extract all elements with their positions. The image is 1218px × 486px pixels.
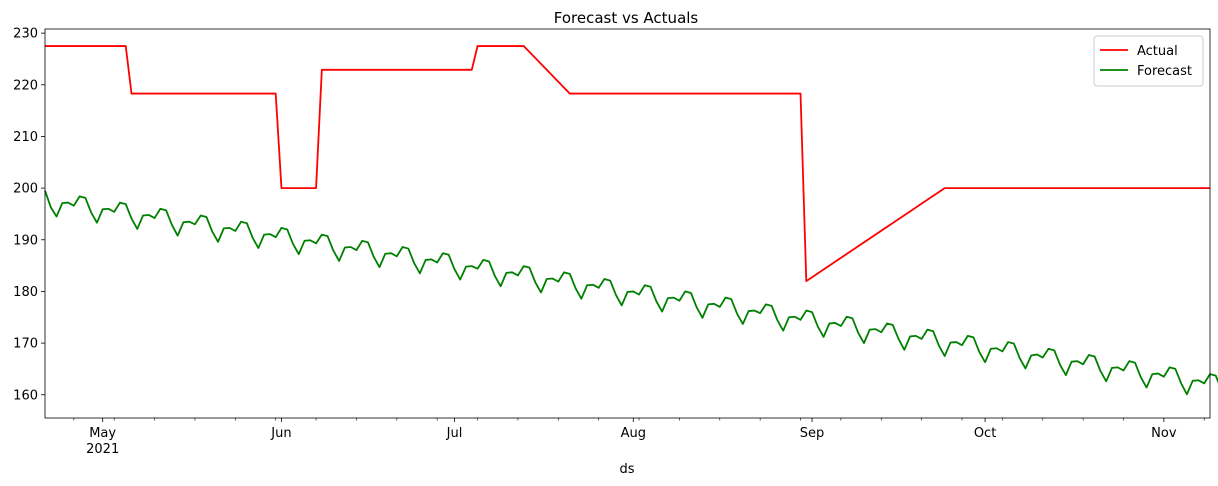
y-tick-label: 220 <box>13 78 38 93</box>
chart-title: Forecast vs Actuals <box>554 9 699 27</box>
y-axis: 160 170 180 190 200 210 220 230 <box>13 27 45 403</box>
y-tick-label: 180 <box>13 285 38 300</box>
x-tick-label: Aug <box>621 426 646 441</box>
series-line-forecast <box>44 190 1218 396</box>
y-tick-label: 210 <box>13 130 38 145</box>
legend-label-forecast: Forecast <box>1137 64 1192 79</box>
y-tick-label: 160 <box>13 388 38 403</box>
x-tick-label: May <box>89 426 116 441</box>
x-tick-label: Jun <box>270 426 291 441</box>
y-tick-label: 230 <box>13 27 38 42</box>
plot-background <box>45 29 1210 418</box>
y-tick-label: 170 <box>13 337 38 352</box>
plot-frame <box>44 28 1211 419</box>
x-tick-label: Nov <box>1151 426 1177 441</box>
legend-label-actual: Actual <box>1137 44 1178 59</box>
series-layer <box>44 45 1218 396</box>
series-line-actual <box>45 45 1210 282</box>
y-tick-label: 190 <box>13 233 38 248</box>
legend: Actual Forecast <box>1093 35 1204 87</box>
x-tick-label: Oct <box>974 426 996 441</box>
x-tick-label: Sep <box>800 426 825 441</box>
plot-area <box>44 29 1218 418</box>
legend-frame <box>1093 35 1204 87</box>
x-axis-label: ds <box>619 462 634 477</box>
x-tick-sublabel: 2021 <box>86 442 119 457</box>
y-tick-label: 200 <box>13 182 38 197</box>
x-tick-label: Jul <box>446 426 463 441</box>
